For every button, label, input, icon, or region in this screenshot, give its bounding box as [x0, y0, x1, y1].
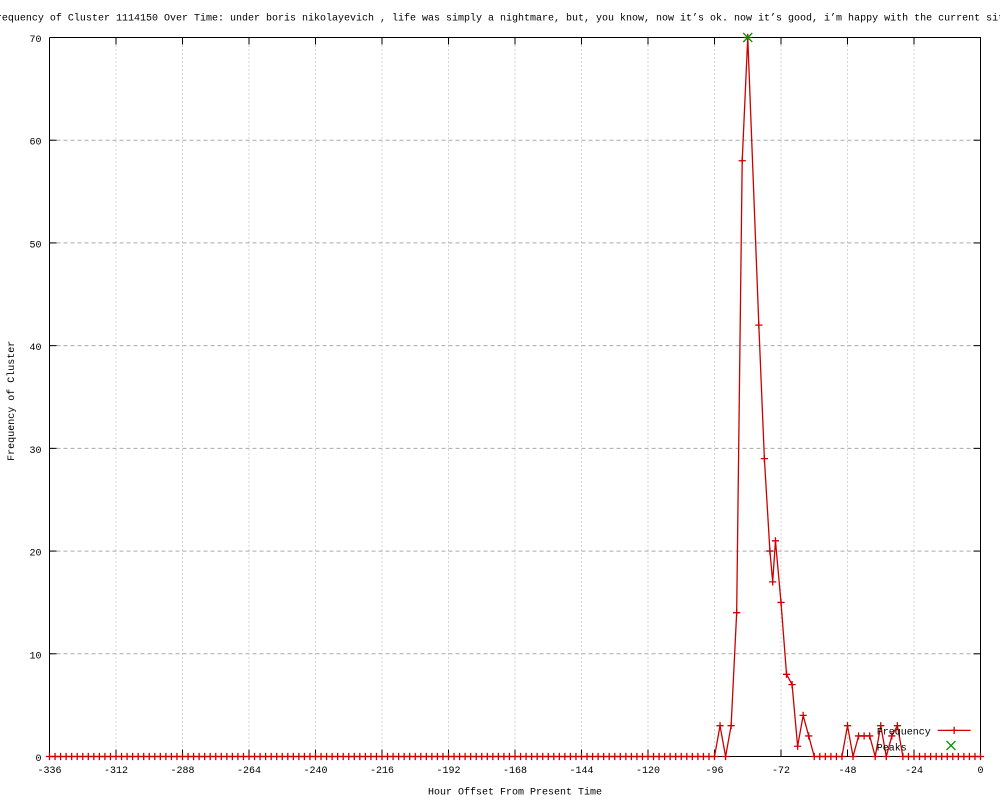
- svg-text:Peaks: Peaks: [877, 742, 907, 754]
- svg-text:-168: -168: [503, 766, 527, 777]
- svg-text:Frequency: Frequency: [877, 728, 931, 739]
- svg-text:0: 0: [977, 766, 983, 777]
- svg-text:-48: -48: [838, 766, 856, 777]
- svg-text:-288: -288: [170, 766, 194, 777]
- svg-text:-144: -144: [569, 766, 593, 777]
- svg-text:0: 0: [35, 754, 41, 765]
- svg-text:Frequency of Cluster: Frequency of Cluster: [6, 341, 18, 461]
- svg-text:-264: -264: [237, 766, 261, 777]
- svg-text:Frequency of Cluster 1114150 O: Frequency of Cluster 1114150 Over Time: …: [0, 13, 1000, 25]
- svg-text:-336: -336: [37, 766, 61, 777]
- svg-text:10: 10: [29, 651, 41, 662]
- svg-text:50: 50: [29, 240, 41, 251]
- svg-text:30: 30: [29, 446, 41, 457]
- svg-text:70: 70: [29, 35, 41, 46]
- svg-text:-120: -120: [636, 766, 660, 777]
- svg-text:20: 20: [29, 549, 41, 560]
- svg-text:-72: -72: [772, 766, 790, 777]
- svg-text:-24: -24: [905, 766, 923, 777]
- svg-text:-96: -96: [705, 766, 723, 777]
- svg-text:Hour Offset From Present Time: Hour Offset From Present Time: [428, 787, 602, 799]
- svg-text:-312: -312: [104, 766, 128, 777]
- svg-text:40: 40: [29, 343, 41, 354]
- svg-text:60: 60: [29, 138, 41, 149]
- svg-text:-216: -216: [370, 766, 394, 777]
- svg-text:-192: -192: [436, 766, 460, 777]
- svg-text:-240: -240: [303, 766, 327, 777]
